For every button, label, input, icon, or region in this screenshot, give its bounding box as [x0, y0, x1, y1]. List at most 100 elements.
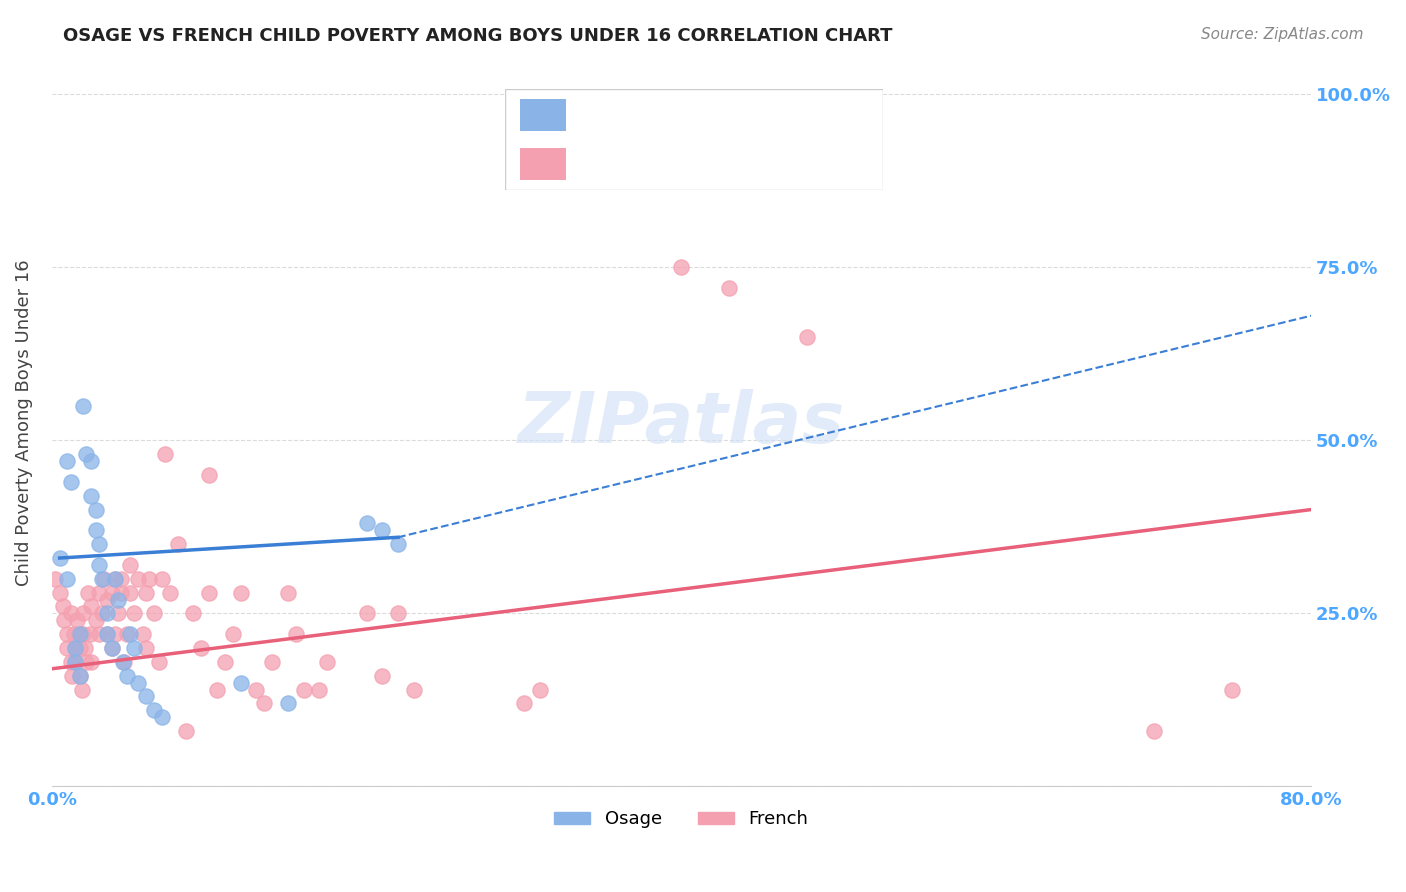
Point: [132, 627, 155, 641]
Point: [111, 655, 134, 669]
Point: [1143, 724, 1166, 739]
Point: [80, 454, 103, 468]
Point: [87, 627, 110, 641]
Point: [117, 669, 139, 683]
Point: [107, 592, 129, 607]
Point: [122, 640, 145, 655]
Point: [190, 640, 212, 655]
Point: [143, 607, 166, 621]
Point: [387, 537, 409, 551]
Point: [284, 627, 307, 641]
Text: OSAGE VS FRENCH CHILD POVERTY AMONG BOYS UNDER 16 CORRELATION CHART: OSAGE VS FRENCH CHILD POVERTY AMONG BOYS…: [63, 27, 893, 45]
Point: [87, 585, 110, 599]
Point: [56, 572, 79, 586]
Point: [174, 724, 197, 739]
Point: [59, 475, 82, 489]
Point: [153, 447, 176, 461]
Point: [67, 627, 90, 641]
Point: [262, 655, 284, 669]
Point: [72, 627, 94, 641]
Point: [292, 682, 315, 697]
Point: [229, 675, 252, 690]
Point: [79, 627, 101, 641]
Point: [205, 682, 228, 697]
Point: [75, 655, 97, 669]
Point: [120, 627, 142, 641]
Point: [166, 537, 188, 551]
Point: [198, 467, 221, 482]
Point: [148, 655, 170, 669]
Point: [308, 682, 330, 697]
Point: [159, 585, 181, 599]
Point: [53, 613, 76, 627]
Point: [69, 627, 91, 641]
Point: [96, 607, 118, 621]
Point: [402, 682, 425, 697]
Point: [66, 613, 89, 627]
Point: [84, 613, 107, 627]
Point: [91, 607, 114, 621]
Point: [65, 640, 87, 655]
Point: [56, 454, 79, 468]
Point: [65, 640, 87, 655]
Point: [48, 551, 70, 566]
Point: [356, 607, 378, 621]
Point: [127, 675, 149, 690]
Point: [65, 655, 87, 669]
Point: [104, 627, 127, 641]
Point: [796, 329, 818, 343]
Point: [80, 655, 103, 669]
Point: [56, 640, 79, 655]
Point: [183, 607, 205, 621]
Point: [110, 585, 132, 599]
Point: [316, 655, 339, 669]
Point: [214, 655, 236, 669]
Point: [222, 627, 245, 641]
Point: [1222, 682, 1244, 697]
Point: [127, 572, 149, 586]
Point: [100, 640, 122, 655]
Point: [59, 655, 82, 669]
Point: [70, 682, 93, 697]
Point: [107, 607, 129, 621]
Point: [96, 627, 118, 641]
Point: [671, 260, 693, 275]
Point: [143, 703, 166, 717]
Point: [77, 585, 100, 599]
Point: [100, 585, 122, 599]
Point: [59, 607, 82, 621]
Y-axis label: Child Poverty Among Boys Under 16: Child Poverty Among Boys Under 16: [15, 260, 32, 586]
Point: [120, 558, 142, 572]
Point: [150, 710, 173, 724]
Point: [69, 640, 91, 655]
Point: [96, 592, 118, 607]
Point: [72, 399, 94, 413]
Point: [87, 537, 110, 551]
Point: [110, 572, 132, 586]
Point: [371, 524, 394, 538]
Point: [253, 697, 276, 711]
Point: [56, 627, 79, 641]
Point: [48, 585, 70, 599]
Point: [150, 572, 173, 586]
Point: [277, 585, 299, 599]
Point: [138, 572, 160, 586]
Point: [80, 599, 103, 614]
Point: [84, 524, 107, 538]
Text: ZIPatlas: ZIPatlas: [517, 389, 845, 458]
Point: [93, 572, 115, 586]
Point: [80, 489, 103, 503]
Point: [72, 607, 94, 621]
Point: [44, 572, 66, 586]
Point: [104, 572, 127, 586]
Point: [387, 607, 409, 621]
Point: [198, 585, 221, 599]
Point: [100, 640, 122, 655]
Point: [120, 585, 142, 599]
Point: [73, 640, 96, 655]
Point: [245, 682, 267, 697]
Text: Source: ZipAtlas.com: Source: ZipAtlas.com: [1201, 27, 1364, 42]
Point: [87, 558, 110, 572]
Point: [91, 572, 114, 586]
Point: [104, 572, 127, 586]
